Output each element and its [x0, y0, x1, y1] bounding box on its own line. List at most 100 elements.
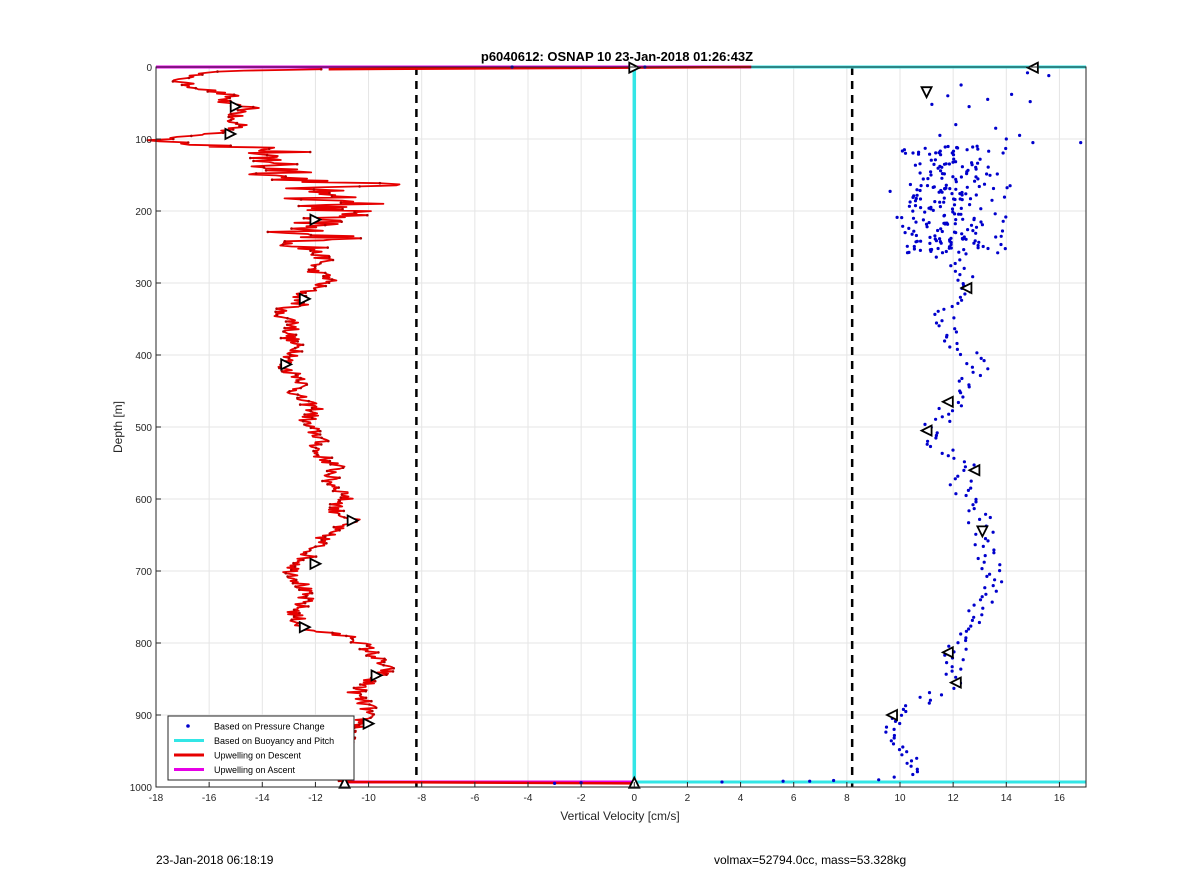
descent-point: [328, 191, 331, 195]
x-tick-label: -2: [577, 793, 586, 804]
pressure-point: [952, 316, 956, 320]
descent-point: [366, 213, 369, 217]
legend-label: Upwelling on Ascent: [214, 765, 296, 775]
pressure-point: [942, 213, 947, 217]
triangle-marker: [298, 292, 312, 306]
footer-vehicle-info: volmax=52794.0cc, mass=53.328kg: [714, 853, 907, 867]
x-tick-label: 14: [1001, 793, 1013, 804]
y-tick-label: 700: [135, 567, 152, 578]
pressure-point: [931, 185, 935, 189]
pressure-point: [980, 223, 985, 227]
pressure-point: [944, 672, 948, 676]
descent-point: [340, 493, 344, 496]
pressure-point: [946, 94, 950, 98]
pressure-point: [956, 301, 960, 305]
pressure-point: [933, 158, 938, 162]
pressure-point: [905, 761, 909, 765]
pressure-point: [978, 373, 983, 378]
descent-point: [309, 233, 313, 237]
pressure-point: [956, 641, 960, 645]
pressure-point: [884, 725, 889, 729]
pressure-point: [971, 275, 975, 279]
pressure-point: [998, 563, 1002, 567]
descent-point: [320, 538, 323, 542]
descent-point: [331, 631, 334, 635]
pressure-point: [970, 618, 975, 623]
descent-point: [310, 406, 314, 410]
descent-point: [328, 503, 332, 506]
pressure-point: [918, 188, 922, 193]
pressure-point: [936, 246, 940, 251]
pressure-point: [964, 629, 969, 633]
descent-point: [311, 252, 315, 256]
descent-bottom-line: [344, 780, 635, 785]
pressure-point: [938, 205, 943, 209]
pressure-point: [976, 147, 980, 151]
pressure-point: [914, 233, 919, 238]
pressure-point: [951, 448, 955, 452]
pressure-point: [928, 698, 933, 702]
triangle-marker: [920, 86, 934, 100]
x-axis-label: Vertical Velocity [cm/s]: [560, 809, 679, 823]
pressure-point: [969, 486, 973, 490]
pressure-point: [951, 160, 955, 164]
pressure-point: [939, 169, 943, 173]
pressure-point: [928, 241, 932, 245]
pressure-point: [981, 244, 985, 249]
pressure-point: [950, 304, 954, 309]
pressure-point: [910, 232, 914, 236]
descent-point: [328, 532, 332, 535]
pressure-point: [980, 595, 984, 599]
descent-point: [304, 552, 308, 555]
pressure-point: [915, 756, 919, 760]
pressure-point: [980, 613, 984, 617]
triangle-marker: [1025, 61, 1039, 75]
pressure-point: [986, 539, 990, 543]
pressure-point: [950, 409, 955, 413]
pressure-point: [933, 312, 937, 316]
descent-point: [283, 326, 286, 330]
x-tick-label: 8: [844, 793, 850, 804]
descent-point: [319, 67, 323, 71]
descent-point: [249, 156, 252, 160]
y-tick-label: 300: [135, 279, 152, 290]
pressure-point: [953, 269, 958, 273]
pressure-point: [991, 186, 996, 191]
pressure-point: [953, 261, 957, 266]
descent-point: [304, 291, 307, 295]
descent-point: [309, 249, 312, 252]
pressure-point: [808, 779, 812, 783]
pressure-point: [938, 237, 942, 241]
pressure-point: [954, 160, 958, 164]
y-tick-label: 200: [135, 207, 152, 218]
descent-point: [284, 320, 288, 323]
pressure-point: [942, 307, 946, 311]
pressure-point: [986, 97, 990, 101]
pressure-point: [971, 229, 975, 233]
descent-point: [298, 403, 302, 406]
pressure-point: [974, 497, 978, 501]
descent-point: [325, 469, 329, 473]
pressure-point: [955, 341, 959, 346]
descent-point: [338, 499, 342, 503]
pressure-point: [892, 736, 896, 740]
pressure-point: [992, 548, 996, 552]
pressure-point: [954, 187, 958, 191]
descent-point: [314, 446, 318, 450]
pressure-point: [912, 244, 916, 249]
pressure-point: [951, 175, 955, 179]
pressure-point: [969, 624, 973, 628]
y-tick-label: 0: [146, 63, 152, 74]
y-tick-label: 600: [135, 495, 152, 506]
pressure-point: [925, 225, 929, 229]
pressure-point: [971, 370, 975, 374]
descent-point: [359, 693, 363, 696]
descent-point: [190, 134, 193, 138]
descent-point: [296, 340, 300, 343]
pressure-point: [877, 778, 881, 782]
descent-point: [364, 689, 368, 693]
pressure-point: [907, 226, 911, 230]
pressure-point: [983, 537, 988, 541]
pressure-point: [991, 584, 995, 588]
pressure-point: [928, 235, 932, 239]
